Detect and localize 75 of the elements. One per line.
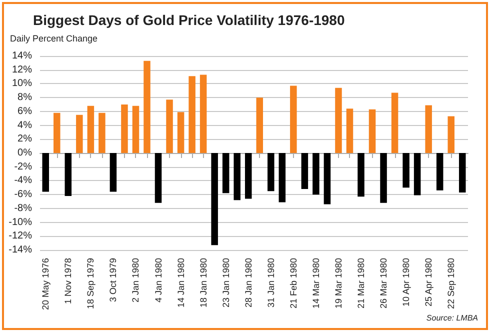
- x-tick-label: 14 Jan 1980: [176, 258, 186, 308]
- y-tick-label: -12%: [8, 230, 32, 242]
- bar: [290, 86, 297, 153]
- x-tick-label: 19 Mar 1980: [333, 258, 344, 309]
- bar: [188, 76, 196, 153]
- x-tick-label: 28 Jan 1980: [243, 258, 254, 308]
- y-tick-label: 10%: [12, 78, 32, 90]
- bar: [200, 74, 207, 153]
- x-tick-label: 25 Apr 1980: [424, 258, 434, 307]
- y-tick-label: 6%: [18, 106, 32, 117]
- bar: [234, 153, 240, 200]
- x-tick-label: 21 Mar 1980: [356, 258, 366, 309]
- chart-title: Biggest Days of Gold Price Volatility 1976-1980: [33, 12, 345, 28]
- bar: [256, 98, 264, 153]
- y-tick-label: 2%: [18, 134, 32, 145]
- bar: [244, 153, 252, 199]
- bar: [402, 153, 410, 188]
- bar: [312, 153, 320, 195]
- x-tick-label: 4 Jan 1980: [153, 258, 164, 303]
- y-tick-label: -14%: [8, 244, 32, 256]
- bar: [54, 112, 60, 153]
- bar: [301, 153, 308, 190]
- x-tick-label: 26 Mar 1980: [378, 258, 389, 309]
- bar: [436, 153, 444, 190]
- bar: [448, 116, 454, 153]
- y-tick-label: 8%: [18, 92, 32, 104]
- bar: [222, 153, 230, 194]
- bar: [110, 153, 117, 192]
- x-tick-label: 20 May 1976: [40, 258, 51, 310]
- bar: [368, 109, 376, 153]
- x-tick-label: 14 Mar 1980: [310, 258, 321, 309]
- x-tick-label: 23 Jan 1980: [220, 258, 231, 308]
- source-note: Source: LMBA: [426, 314, 478, 322]
- y-tick-label: -6%: [14, 189, 32, 200]
- y-tick-label: -4%: [14, 175, 32, 186]
- bar: [380, 153, 387, 203]
- y-tick-label: 12%: [12, 64, 32, 76]
- bar: [425, 105, 432, 153]
- bar: [414, 153, 421, 196]
- y-tick-label: -8%: [14, 202, 32, 214]
- bar: [211, 153, 218, 246]
- x-tick-label: 21 Feb 1980: [288, 258, 298, 309]
- y-tick-label: 4%: [18, 120, 32, 131]
- bar: [358, 153, 364, 197]
- bar: [76, 114, 83, 153]
- x-tick-label: 22 Sep 1980: [446, 258, 456, 310]
- bar: [166, 100, 173, 153]
- bar: [42, 153, 50, 192]
- bar: [98, 112, 106, 153]
- bar: [458, 153, 466, 192]
- x-tick-label: 3 Oct 1979: [108, 258, 118, 302]
- bar: [64, 153, 72, 196]
- x-tick-label: 1 Nov 1978: [63, 258, 74, 304]
- x-tick-label: 31 Jan 1980: [266, 258, 276, 308]
- x-tick-label: 18 Jan 1980: [198, 258, 208, 308]
- bar: [346, 108, 354, 153]
- y-axis-title: Daily Percent Change: [10, 34, 98, 44]
- bar: [391, 92, 398, 153]
- y-tick-label: -10%: [8, 216, 32, 228]
- bar: [121, 104, 128, 153]
- bar: [324, 153, 331, 204]
- bar: [268, 153, 274, 192]
- x-tick-label: 18 Sep 1979: [86, 258, 96, 310]
- x-tick-label: 2 Jan 1980: [130, 258, 141, 303]
- bar: [335, 88, 342, 153]
- bar: [144, 60, 150, 153]
- bar: [87, 106, 94, 153]
- bar: [132, 106, 140, 153]
- bar: [177, 112, 184, 153]
- y-tick-label: -2%: [14, 161, 32, 172]
- y-tick-label: 14%: [12, 50, 32, 62]
- x-tick-label: 10 Apr 1980: [401, 258, 412, 307]
- bar: [154, 153, 162, 203]
- bar: [278, 153, 286, 202]
- y-tick-label: 0%: [18, 148, 32, 158]
